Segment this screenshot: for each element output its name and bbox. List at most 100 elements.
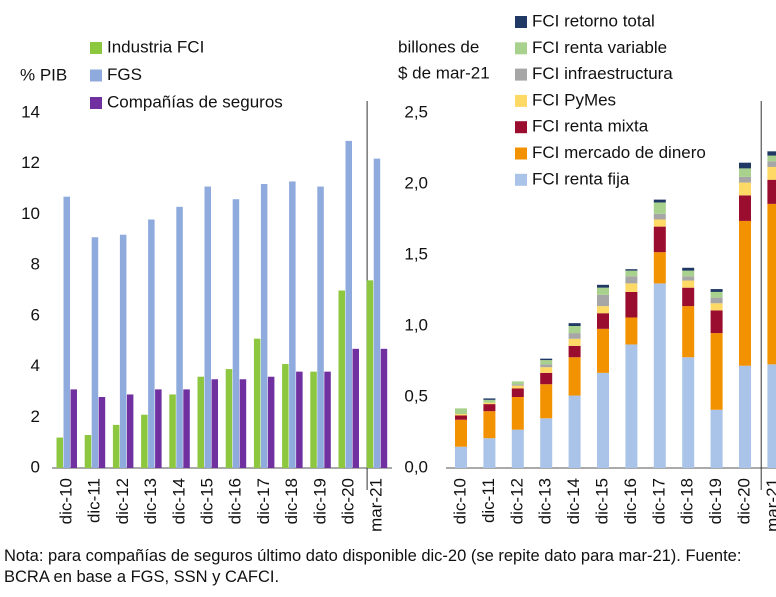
x-tick-label: dic-18 bbox=[678, 478, 697, 524]
legend-label: FCI infraestructura bbox=[532, 64, 673, 83]
bar-segment bbox=[767, 364, 776, 468]
bar-segment bbox=[625, 344, 638, 468]
bar bbox=[197, 376, 204, 468]
bar bbox=[324, 371, 331, 468]
bar-segment bbox=[540, 358, 553, 361]
bar-segment bbox=[767, 203, 776, 365]
bar bbox=[366, 280, 374, 468]
bar bbox=[352, 348, 359, 468]
bar-segment bbox=[568, 357, 581, 396]
bar bbox=[267, 376, 275, 468]
bar bbox=[84, 435, 92, 468]
bar-segment bbox=[597, 306, 609, 314]
bar-segment bbox=[568, 323, 581, 326]
y-tick-label: 12 bbox=[21, 153, 40, 172]
legend-label: FCI mercado de dinero bbox=[532, 143, 706, 162]
x-tick-label: dic-20 bbox=[734, 478, 753, 524]
y-tick-label: 1,5 bbox=[404, 244, 428, 263]
x-tick-label: dic-16 bbox=[621, 478, 640, 524]
bar bbox=[91, 237, 99, 468]
bar-segment bbox=[568, 326, 581, 334]
bar-segment bbox=[483, 411, 496, 439]
legend-swatch bbox=[515, 173, 527, 186]
x-tick-label: dic-19 bbox=[310, 478, 329, 524]
bar-segment bbox=[483, 438, 496, 468]
bar bbox=[169, 394, 176, 468]
bar bbox=[289, 181, 296, 468]
bar-segment bbox=[710, 297, 723, 304]
bar-segment bbox=[568, 333, 581, 339]
bar-segment bbox=[455, 415, 467, 420]
bar bbox=[239, 379, 247, 468]
bar-segment bbox=[739, 220, 751, 366]
bar-segment bbox=[625, 317, 638, 345]
bar-segment bbox=[710, 289, 723, 292]
legend-swatch bbox=[515, 42, 527, 55]
bar-segment bbox=[739, 176, 751, 183]
bar bbox=[310, 371, 317, 468]
bar-segment bbox=[682, 276, 695, 281]
bar bbox=[155, 389, 162, 468]
legend-label: FCI renta mixta bbox=[532, 117, 649, 136]
bar-segment bbox=[653, 202, 666, 214]
bar bbox=[112, 424, 120, 468]
bar-segment bbox=[710, 409, 723, 468]
x-tick-label: dic-14 bbox=[564, 478, 583, 524]
bar bbox=[296, 371, 303, 468]
bar-segment bbox=[625, 276, 638, 284]
legend-label: FCI renta fija bbox=[532, 169, 630, 188]
legend-swatch bbox=[515, 147, 527, 160]
bar-segment bbox=[767, 161, 776, 167]
y-tick-label: 14 bbox=[21, 102, 40, 121]
chart: 0 2 4 6 8 10 12 14 dic-10 dic-11 dic-12 dic-13 dic-1… bbox=[20, 11, 776, 532]
x-tick-label: dic-12 bbox=[507, 478, 526, 524]
bar-segment bbox=[597, 287, 609, 295]
y-tick-label: 2 bbox=[31, 407, 40, 426]
y-tick-label: 8 bbox=[31, 255, 40, 274]
bar bbox=[176, 206, 183, 469]
x-tick-label: mar-21 bbox=[763, 478, 776, 532]
bar-segment bbox=[710, 333, 723, 410]
bar bbox=[253, 338, 261, 468]
bar-segment bbox=[483, 398, 496, 400]
bar-segment bbox=[682, 287, 695, 307]
y-tick-label: 0 bbox=[31, 457, 40, 476]
x-tick-label: dic-19 bbox=[706, 478, 725, 524]
x-tick-label: dic-15 bbox=[592, 478, 611, 524]
bar bbox=[119, 234, 127, 468]
bar bbox=[183, 389, 190, 468]
x-tick-label: mar-21 bbox=[367, 478, 386, 532]
bar-segment bbox=[483, 402, 496, 405]
y-tick-label: 6 bbox=[31, 305, 40, 324]
bar-segment bbox=[597, 294, 609, 307]
x-tick-label: dic-12 bbox=[113, 478, 132, 524]
legend-label: FCI renta variable bbox=[532, 38, 667, 57]
legend-swatch bbox=[515, 94, 527, 107]
bar-segment bbox=[767, 179, 776, 204]
bar-segment bbox=[597, 372, 609, 468]
bar bbox=[126, 394, 134, 468]
bar-segment bbox=[540, 372, 553, 385]
x-tick-label: dic-17 bbox=[649, 478, 668, 524]
bar-segment bbox=[653, 226, 666, 253]
bar bbox=[373, 158, 381, 468]
y-tick-label: 10 bbox=[21, 204, 40, 223]
bar-segment bbox=[739, 168, 751, 177]
x-tick-label: dic-11 bbox=[479, 478, 498, 523]
y-tick-label: 1,0 bbox=[404, 315, 428, 334]
x-tick-label: dic-17 bbox=[254, 478, 273, 524]
bar bbox=[141, 414, 148, 468]
bar-segment bbox=[568, 345, 581, 358]
bar bbox=[260, 184, 268, 468]
y-axis-label: $ de mar-21 bbox=[398, 63, 490, 82]
bar-segment bbox=[540, 360, 553, 365]
bar-segment bbox=[597, 328, 609, 373]
bar-segment bbox=[540, 418, 553, 468]
bar-segment bbox=[455, 446, 467, 468]
x-tick-label: dic-10 bbox=[450, 478, 469, 524]
y-tick-label: 2,5 bbox=[404, 102, 428, 121]
legend-swatch bbox=[90, 42, 102, 54]
bar-segment bbox=[682, 270, 695, 277]
legend-swatch bbox=[515, 16, 527, 28]
